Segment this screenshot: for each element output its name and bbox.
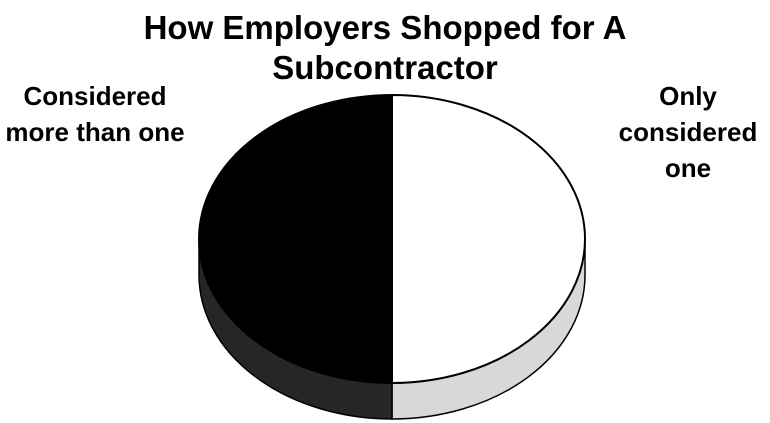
chart-title: How Employers Shopped for A Subcontracto… <box>143 9 627 86</box>
pie-slice <box>198 93 393 385</box>
slice-label: Considered more than one <box>5 81 185 147</box>
pie-slice <box>391 93 586 385</box>
slice-label: Only considered one <box>618 81 758 183</box>
